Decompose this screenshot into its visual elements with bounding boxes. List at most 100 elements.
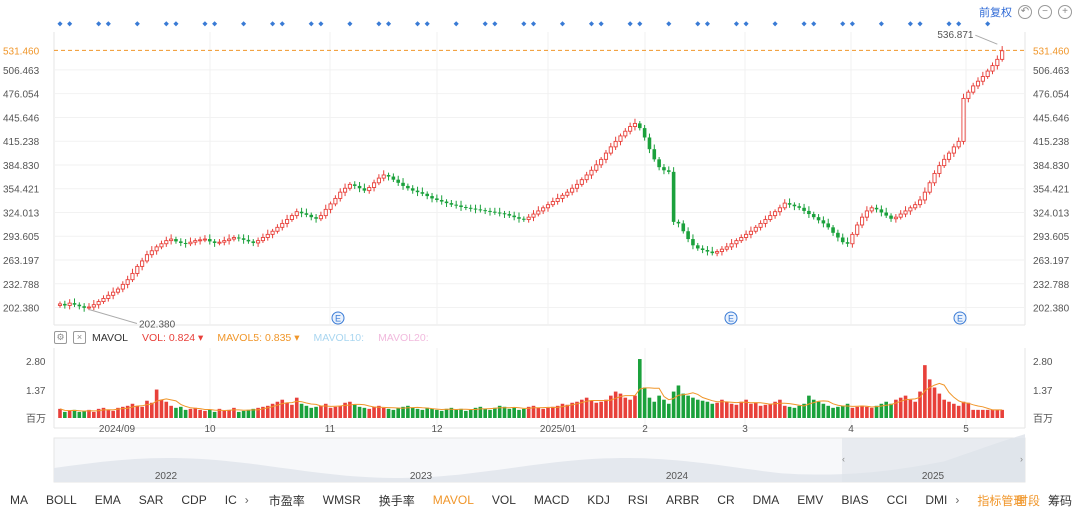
volume-bar (275, 401, 280, 418)
indicator-rsi[interactable]: RSI (627, 493, 648, 507)
candle-body (531, 213, 536, 218)
event-dot (163, 21, 169, 27)
volume-bar (106, 409, 111, 418)
candle-body (391, 176, 396, 180)
zoom-in-icon[interactable]: + (1058, 5, 1072, 19)
candle-body (826, 223, 831, 228)
indicator-cr[interactable]: CR (717, 493, 735, 507)
candle-body (406, 185, 410, 189)
undo-icon[interactable]: ↶ (1018, 5, 1032, 19)
volume-bar (695, 399, 700, 418)
candle-body (318, 215, 323, 220)
event-dot (598, 21, 604, 27)
volume-bar (666, 403, 671, 418)
volume-bar (647, 397, 652, 418)
overview-handle-left: ‹ (842, 454, 845, 464)
volume-bar (299, 403, 304, 418)
volume-bar (92, 411, 96, 418)
candle-body (710, 251, 715, 254)
indicator-ma[interactable]: MA (10, 493, 28, 507)
candle-body (618, 135, 623, 142)
volume-bar (193, 407, 198, 418)
indicator-turnover[interactable]: 换手率 (378, 493, 415, 508)
indicator-ic[interactable]: IC (224, 493, 237, 507)
volume-bar (507, 408, 512, 418)
indicator-macd[interactable]: MACD (533, 493, 570, 507)
candle-body (328, 203, 333, 210)
indicator-dma[interactable]: DMA (752, 493, 780, 507)
volume-bar (831, 407, 835, 418)
volume-bar (952, 403, 956, 418)
adjust-mode-button[interactable]: 前复权 (979, 7, 1012, 19)
indicator-manage-button[interactable]: 指标管理 (977, 493, 1026, 508)
y-tick-label-right: 354.421 (1033, 185, 1070, 196)
volume-bar (860, 405, 864, 418)
candle-body (608, 146, 613, 154)
volume-bar (87, 409, 91, 418)
indicator-arbr[interactable]: ARBR (665, 493, 700, 507)
volume-bar (758, 405, 763, 418)
indicator-kdj[interactable]: KDJ (587, 493, 610, 507)
event-dot (453, 21, 459, 27)
volume-bar (927, 379, 932, 418)
indicator-cdp[interactable]: CDP (181, 493, 207, 507)
candle-body (893, 216, 898, 220)
gear-icon[interactable]: ⚙ (54, 331, 67, 344)
candle-body (473, 208, 478, 210)
indicator-pe[interactable]: 市盈率 (268, 493, 305, 508)
volume-bar (633, 395, 637, 418)
volume-bar (734, 404, 739, 418)
volume-bar (391, 409, 396, 418)
period-button[interactable]: 时段 (1015, 493, 1040, 508)
volume-bar (555, 405, 560, 418)
candle-body (811, 214, 816, 218)
volume-tick-left: 2.80 (26, 357, 46, 368)
candle-body (454, 204, 458, 206)
y-tick-label-left: 476.054 (3, 90, 40, 101)
indicator-bias[interactable]: BIAS (841, 493, 869, 507)
overview-area (54, 434, 1025, 482)
volume-bar (222, 410, 227, 418)
volume-bar (628, 399, 632, 418)
candle-body (700, 248, 705, 250)
event-dot (772, 21, 778, 27)
indicator-vol[interactable]: VOL (491, 493, 516, 507)
chevron-right-icon[interactable]: › (244, 493, 249, 507)
event-dot (202, 21, 208, 27)
zoom-out-icon[interactable]: − (1038, 5, 1052, 19)
y-tick-label-right: 202.380 (1033, 304, 1070, 315)
candle-body (512, 215, 516, 218)
indicator-ema[interactable]: EMA (94, 493, 121, 507)
candle-body (536, 210, 541, 215)
volume-bar (140, 406, 144, 418)
overview-year-label: 2025 (922, 471, 945, 482)
chips-button[interactable]: 筹码 (1047, 493, 1072, 508)
indicator-bar: MA BOLL EMA SAR CDP IC › 市盈率 WMSR 换手率 MA… (0, 488, 1080, 512)
candle-body (937, 165, 942, 174)
candle-body (159, 243, 164, 248)
candle-body (149, 250, 154, 256)
indicator-sar[interactable]: SAR (138, 493, 164, 507)
close-icon[interactable]: × (73, 331, 86, 344)
candle-body (560, 194, 565, 199)
indicator-cci[interactable]: CCI (886, 493, 908, 507)
event-dot (840, 21, 846, 27)
volume-bar (217, 408, 222, 418)
y-tick-label-right: 476.054 (1033, 90, 1070, 101)
indicator-mavol[interactable]: MAVOL (432, 493, 474, 507)
indicator-boll[interactable]: BOLL (46, 493, 77, 507)
event-dot (57, 21, 63, 27)
candle-body (188, 241, 193, 245)
indicator-dmi[interactable]: DMI (925, 493, 948, 507)
volume-bar (261, 406, 265, 418)
candle-body (719, 248, 724, 253)
volume-bar (918, 391, 922, 418)
indicator-emv[interactable]: EMV (797, 493, 824, 507)
indicator-wmsr[interactable]: WMSR (322, 493, 361, 507)
mavol5-line (59, 382, 1003, 412)
chevron-right-icon[interactable]: › (955, 493, 960, 507)
legend-mavol5: MAVOL5: 0.835 ▾ (217, 331, 300, 344)
candle-body (715, 251, 720, 254)
